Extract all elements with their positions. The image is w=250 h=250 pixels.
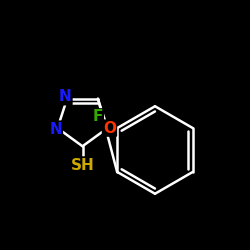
Text: N: N bbox=[59, 89, 72, 104]
Text: O: O bbox=[103, 120, 116, 136]
Text: F: F bbox=[92, 110, 103, 124]
Text: SH: SH bbox=[71, 158, 94, 172]
Text: N: N bbox=[49, 122, 62, 136]
